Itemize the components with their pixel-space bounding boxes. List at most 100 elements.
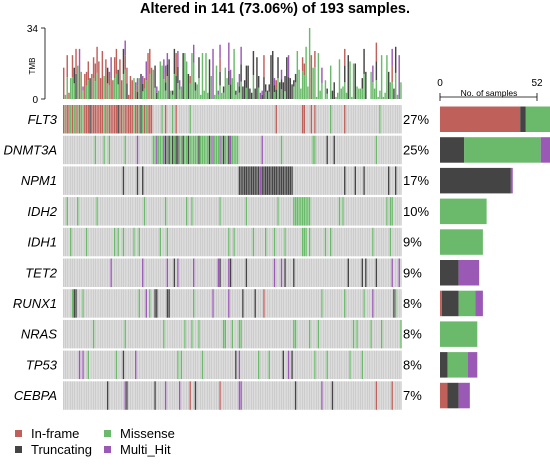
- cell-npm1-truncating: [277, 166, 279, 195]
- cell-runx1-none: [261, 289, 263, 318]
- cell-idh1-none: [164, 227, 167, 257]
- cell-npm1-truncating: [284, 166, 286, 195]
- cell-idh1-missense: [372, 227, 374, 257]
- cell-runx1-none: [80, 289, 82, 318]
- cell-idh1-none: [257, 227, 260, 257]
- cell-cebpa-none: [177, 381, 179, 410]
- tmb-bar-missense: [361, 88, 364, 99]
- cell-tp53-none: [143, 350, 146, 380]
- cell-tp53-missense: [257, 350, 260, 380]
- cell-nras-none: [168, 319, 170, 349]
- cell-idh2-none: [205, 197, 207, 226]
- cell-runx1-none: [303, 289, 306, 318]
- cell-flt3-in-frame: [147, 105, 149, 134]
- cell-cebpa-none: [235, 381, 237, 410]
- cell-dnmt3a-none: [85, 135, 88, 165]
- cell-idh2-none: [163, 197, 165, 226]
- tmb-bar-missense: [305, 46, 307, 99]
- cell-runx1-none: [275, 289, 277, 318]
- cell-tp53-none: [203, 350, 205, 380]
- cell-idh1-none: [370, 227, 372, 257]
- cell-dnmt3a-none: [99, 135, 102, 165]
- cell-runx1-none: [136, 289, 139, 318]
- cell-npm1-none: [138, 166, 140, 195]
- cell-tet2-none: [129, 258, 132, 287]
- cell-runx1-none: [221, 289, 223, 318]
- cell-nras-missense: [231, 319, 234, 349]
- cell-cebpa-multi-hit: [178, 381, 181, 410]
- legend-swatch-missense: [104, 430, 111, 437]
- cell-idh2-none: [328, 197, 330, 226]
- cell-flt3-missense: [73, 105, 75, 134]
- tmb-bar-truncating: [156, 92, 158, 99]
- cell-idh2-none: [275, 197, 277, 226]
- cell-cebpa-none: [63, 381, 65, 410]
- cell-runx1-missense: [82, 289, 84, 318]
- cell-idh2-none: [247, 197, 249, 226]
- cell-runx1-none: [173, 289, 176, 318]
- cell-tet2-none: [256, 258, 258, 287]
- cell-dnmt3a-none: [386, 135, 388, 165]
- cell-tet2-none: [196, 258, 198, 287]
- cell-idh2-none: [365, 197, 367, 226]
- cell-runx1-none: [366, 289, 369, 318]
- cell-dnmt3a-missense: [157, 135, 160, 165]
- cell-idh1-none: [352, 227, 355, 257]
- cell-runx1-none: [240, 289, 242, 318]
- cell-idh1-none: [210, 227, 212, 257]
- cell-flt3-none: [317, 105, 320, 134]
- cell-idh1-missense: [273, 227, 276, 257]
- cell-tp53-none: [84, 350, 86, 380]
- cell-idh1-none: [328, 227, 330, 257]
- cell-runx1-none: [127, 289, 130, 318]
- cell-idh1-missense: [159, 227, 162, 257]
- cell-idh2-none: [70, 197, 72, 226]
- cell-npm1-none: [191, 166, 193, 195]
- tmb-bar-missense: [363, 73, 365, 99]
- tmb-bar: [335, 96, 337, 99]
- cell-flt3-none: [294, 105, 297, 134]
- cell-dnmt3a-none: [286, 135, 288, 165]
- cell-tet2-none: [331, 258, 334, 287]
- tmb-bar-in-frame: [75, 48, 77, 74]
- tmb-bar-multi-hit: [178, 80, 181, 90]
- cell-cebpa-none: [233, 381, 235, 410]
- cell-npm1-none: [215, 166, 218, 195]
- tmb-bar-in-frame: [66, 55, 68, 78]
- cell-idh2-none: [145, 197, 147, 226]
- cell-dnmt3a-none: [398, 135, 400, 165]
- cell-runx1-none: [238, 289, 241, 318]
- cell-idh2-none: [359, 197, 362, 226]
- tmb-bar-truncating: [238, 86, 241, 93]
- tmb-bar-multi-hit: [124, 40, 126, 56]
- cell-npm1-none: [94, 166, 97, 195]
- cell-idh1-none: [82, 227, 84, 257]
- cell-cebpa-none: [268, 381, 270, 410]
- cell-tp53-none: [298, 350, 300, 380]
- cell-tp53-none: [70, 350, 72, 380]
- cell-tet2-none: [349, 258, 351, 287]
- cell-idh2-none: [136, 197, 139, 226]
- cell-idh1-none: [222, 227, 225, 257]
- cell-flt3-truncating: [117, 105, 119, 134]
- cell-tp53-none: [312, 350, 314, 380]
- cell-idh2-none: [354, 197, 357, 226]
- tmb-bar-truncating: [250, 92, 253, 99]
- cell-nras-none: [140, 319, 142, 349]
- cell-cebpa-none: [215, 381, 218, 410]
- cell-flt3-none: [198, 105, 200, 134]
- cell-npm1-none: [307, 166, 309, 195]
- cell-dnmt3a-none: [80, 135, 82, 165]
- cell-cebpa-none: [389, 381, 392, 410]
- cell-tet2-none: [82, 258, 84, 287]
- cell-flt3-none: [159, 105, 162, 134]
- cell-runx1-none: [231, 289, 234, 318]
- cell-runx1-none: [115, 289, 118, 318]
- cell-flt3-none: [214, 105, 216, 134]
- tmb-bar-multi-hit: [212, 48, 214, 99]
- cell-runx1-none: [257, 289, 260, 318]
- cell-dnmt3a-none: [91, 135, 93, 165]
- cell-dnmt3a-missense: [194, 135, 197, 165]
- tmb-bar-missense: [77, 65, 79, 99]
- cell-flt3-none: [287, 105, 290, 134]
